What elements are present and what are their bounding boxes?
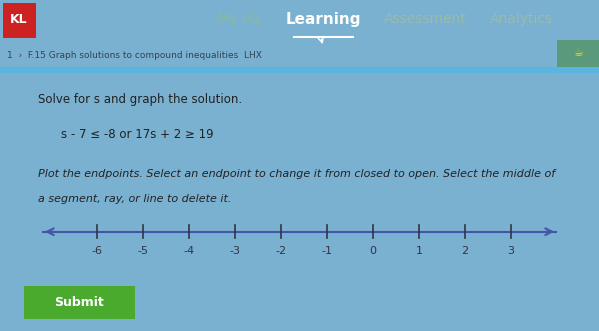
Text: 1  ›  F.15 Graph solutions to compound inequalities  LHX: 1 › F.15 Graph solutions to compound ine… — [7, 51, 262, 60]
Text: s - 7 ≤ -8 or 17s + 2 ≥ 19: s - 7 ≤ -8 or 17s + 2 ≥ 19 — [60, 128, 213, 141]
Text: Plot the endpoints. Select an endpoint to change it from closed to open. Select : Plot the endpoints. Select an endpoint t… — [38, 169, 555, 179]
Text: Submit: Submit — [55, 296, 104, 309]
Text: -3: -3 — [229, 246, 241, 256]
Text: ☕: ☕ — [573, 48, 583, 58]
Text: Solve for s and graph the solution.: Solve for s and graph the solution. — [38, 93, 242, 106]
FancyBboxPatch shape — [0, 67, 599, 73]
Text: -6: -6 — [92, 246, 102, 256]
Text: 2: 2 — [461, 246, 468, 256]
Text: -1: -1 — [322, 246, 332, 256]
FancyBboxPatch shape — [17, 284, 141, 321]
Text: -4: -4 — [183, 246, 195, 256]
FancyBboxPatch shape — [557, 40, 599, 67]
Text: 3: 3 — [507, 246, 515, 256]
Text: -5: -5 — [138, 246, 149, 256]
Text: KL: KL — [10, 13, 28, 25]
Text: a segment, ray, or line to delete it.: a segment, ray, or line to delete it. — [38, 194, 231, 205]
Text: 0: 0 — [370, 246, 377, 256]
Text: Learning: Learning — [286, 12, 361, 26]
FancyBboxPatch shape — [3, 3, 36, 38]
Text: 1: 1 — [416, 246, 422, 256]
Text: -2: -2 — [276, 246, 287, 256]
Text: My IXL: My IXL — [217, 12, 262, 26]
Text: Assessment: Assessment — [384, 12, 467, 26]
Text: Analytics: Analytics — [489, 12, 553, 26]
